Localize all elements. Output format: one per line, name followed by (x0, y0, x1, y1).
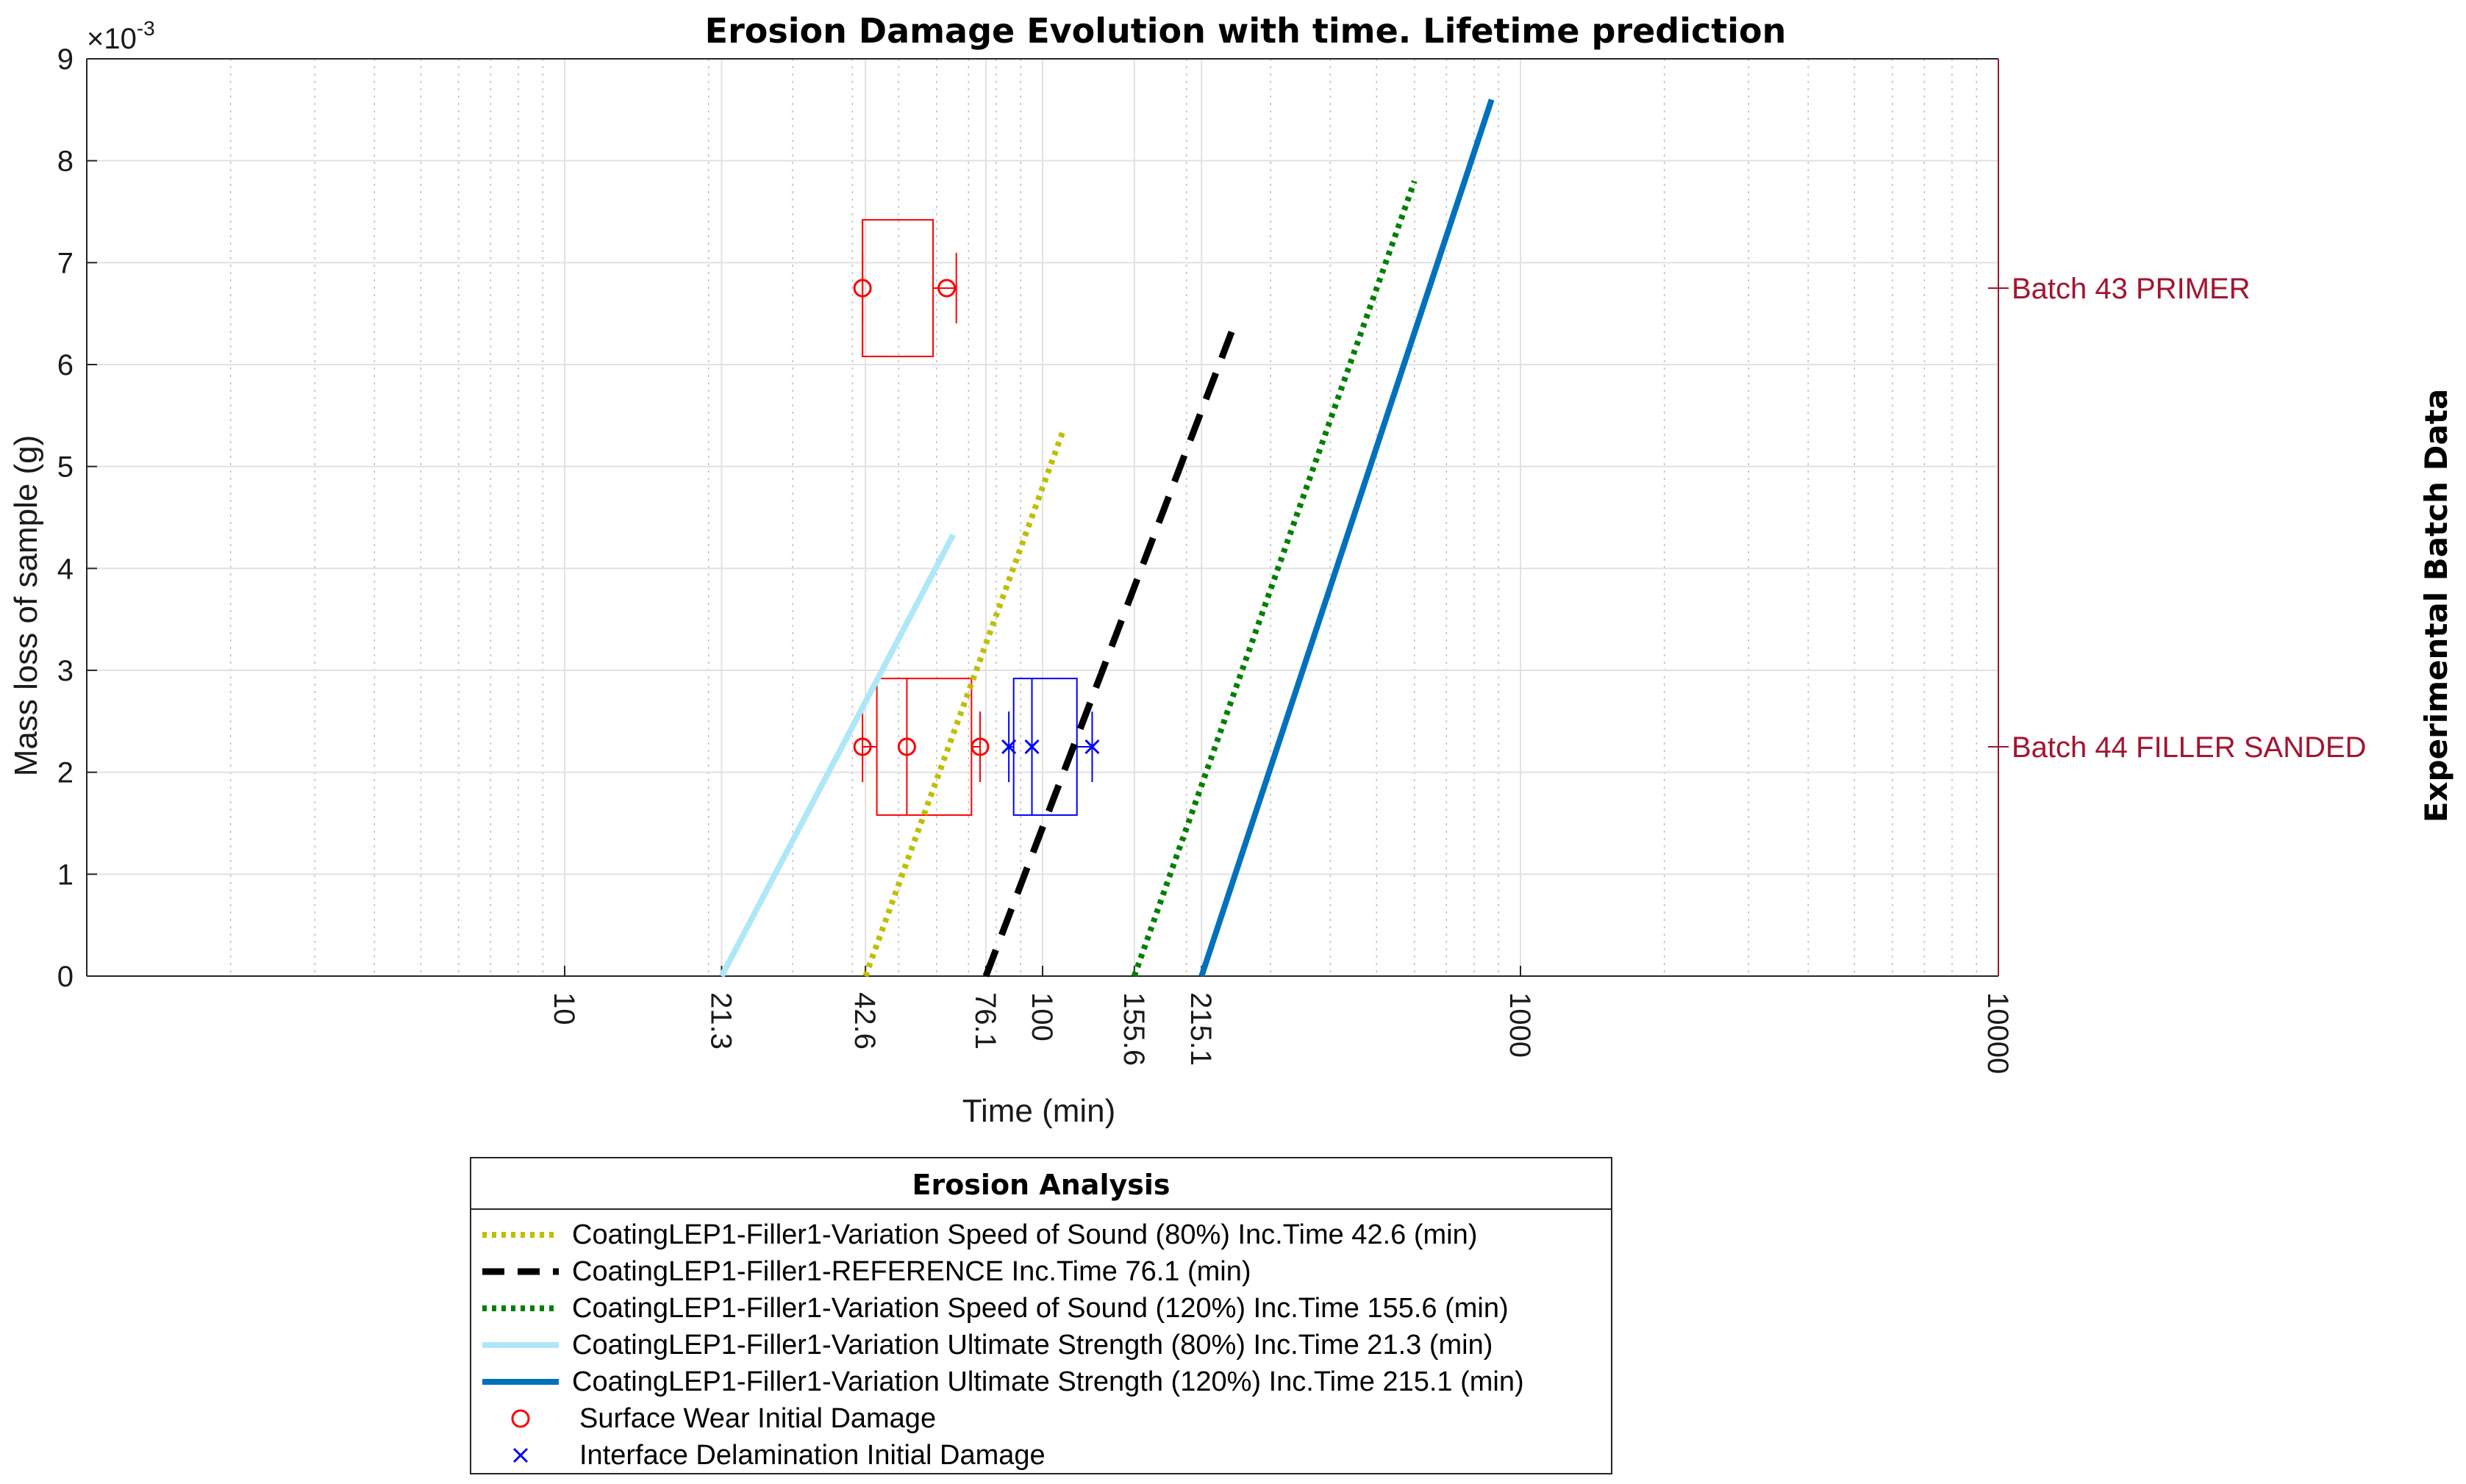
y-tick-label: 2 (57, 757, 74, 789)
x-axis-label: Time (min) (962, 1093, 1116, 1129)
legend: Erosion Analysis CoatingLEP1-Filler1-Vari… (470, 1157, 1612, 1474)
x-tick-label: 215.1 (1184, 992, 1217, 1066)
legend-entry: CoatingLEP1-Filler1-Variation Ultimate S… (572, 1366, 1524, 1397)
legend-entry: Interface Delamination Initial Damage (579, 1440, 1046, 1471)
legend-entry: Surface Wear Initial Damage (579, 1403, 936, 1434)
marker-stroke (1024, 739, 1040, 755)
y-tick-label: 4 (57, 553, 74, 585)
y-tick-label: 6 (57, 349, 74, 381)
surface-wear-marker (853, 737, 872, 756)
x-tick-label: 76.1 (969, 992, 1001, 1050)
y-axis-label: Mass loss of sample (g) (8, 435, 44, 777)
x-tick-label: 42.6 (848, 992, 881, 1050)
series-line (862, 431, 1065, 978)
x-tick-label: 10 (548, 992, 580, 1025)
surface-wear-marker (971, 737, 990, 756)
series-line (718, 533, 956, 978)
surface-wear-marker (897, 737, 916, 756)
x-tick-label: 100 (1026, 992, 1058, 1042)
chart-title: Erosion Damage Evolution with time. Life… (705, 11, 1787, 51)
batch-label: Batch 43 PRIMER (2012, 273, 2251, 305)
legend-swatch (512, 1447, 529, 1463)
y-tick-label: 3 (57, 655, 74, 687)
surface-wear-marker (853, 279, 872, 298)
data-markers (853, 279, 1100, 756)
series-line (982, 327, 1236, 978)
series-lines (718, 98, 1495, 978)
y-tick-label: 5 (57, 451, 74, 484)
x-tick-label: 1000 (1504, 992, 1536, 1058)
y-tick-label: 9 (57, 43, 74, 76)
right-axis-label: Experimental Batch Data (2418, 389, 2454, 823)
delamination-marker (1024, 739, 1040, 755)
x-tick-label: 155.6 (1118, 992, 1150, 1066)
marker-stroke (1084, 739, 1100, 755)
legend-box (470, 1157, 1612, 1474)
x-tick-label: 21.3 (704, 992, 737, 1050)
legend-title: Erosion Analysis (912, 1169, 1171, 1201)
batch-label: Batch 44 FILLER SANDED (2012, 731, 2366, 764)
axes: 0 1 2 3 4 5 6 7 8 9 10 21.3 42.6 76.1 100 155.6 215.1 100… (57, 43, 2014, 1074)
marker-stroke (512, 1447, 529, 1463)
y-tick-label: 8 (57, 146, 74, 178)
right-axis: Batch 43 PRIMER Batch 44 FILLER SANDED (1988, 59, 2366, 976)
legend-swatch (511, 1409, 530, 1428)
delamination-marker (1084, 739, 1100, 755)
marker-stroke (1001, 739, 1017, 755)
legend-entry: CoatingLEP1-Filler1-Variation Speed of S… (572, 1219, 1477, 1250)
series-line (1132, 180, 1418, 978)
delamination-marker (1001, 739, 1017, 755)
series-line (1198, 98, 1495, 978)
surface-wear-marker (937, 279, 957, 298)
legend-entry: CoatingLEP1-Filler1-REFERENCE Inc.Time 7… (572, 1256, 1251, 1287)
x-tick-label: 10000 (1981, 992, 2014, 1074)
y-tick-label: 7 (57, 247, 74, 279)
legend-entry: CoatingLEP1-Filler1-Variation Speed of S… (572, 1293, 1509, 1324)
y-tick-label: 0 (57, 961, 74, 993)
y-tick-label: 1 (57, 859, 74, 891)
legend-entry: CoatingLEP1-Filler1-Variation Ultimate S… (572, 1330, 1493, 1361)
y-exponent-label: ×10-3 (87, 17, 155, 55)
